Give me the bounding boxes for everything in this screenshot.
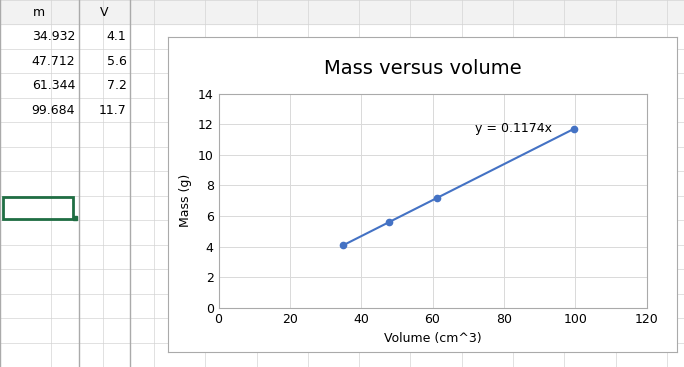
Text: m: m <box>34 6 45 19</box>
Text: V: V <box>100 6 109 19</box>
Text: 99.684: 99.684 <box>31 103 75 117</box>
Text: Mass versus volume: Mass versus volume <box>324 59 521 78</box>
Y-axis label: Mass (g): Mass (g) <box>179 174 192 228</box>
Text: 11.7: 11.7 <box>98 103 127 117</box>
Text: 47.712: 47.712 <box>31 55 75 68</box>
Text: 4.1: 4.1 <box>107 30 127 43</box>
Bar <box>3 197 73 219</box>
Bar <box>0 0 684 25</box>
X-axis label: Volume (cm^3): Volume (cm^3) <box>384 331 482 345</box>
Text: 5.6: 5.6 <box>107 55 127 68</box>
Text: 61.344: 61.344 <box>32 79 75 92</box>
Text: y = 0.1174x: y = 0.1174x <box>475 122 553 135</box>
Text: 7.2: 7.2 <box>107 79 127 92</box>
Text: 34.932: 34.932 <box>32 30 75 43</box>
